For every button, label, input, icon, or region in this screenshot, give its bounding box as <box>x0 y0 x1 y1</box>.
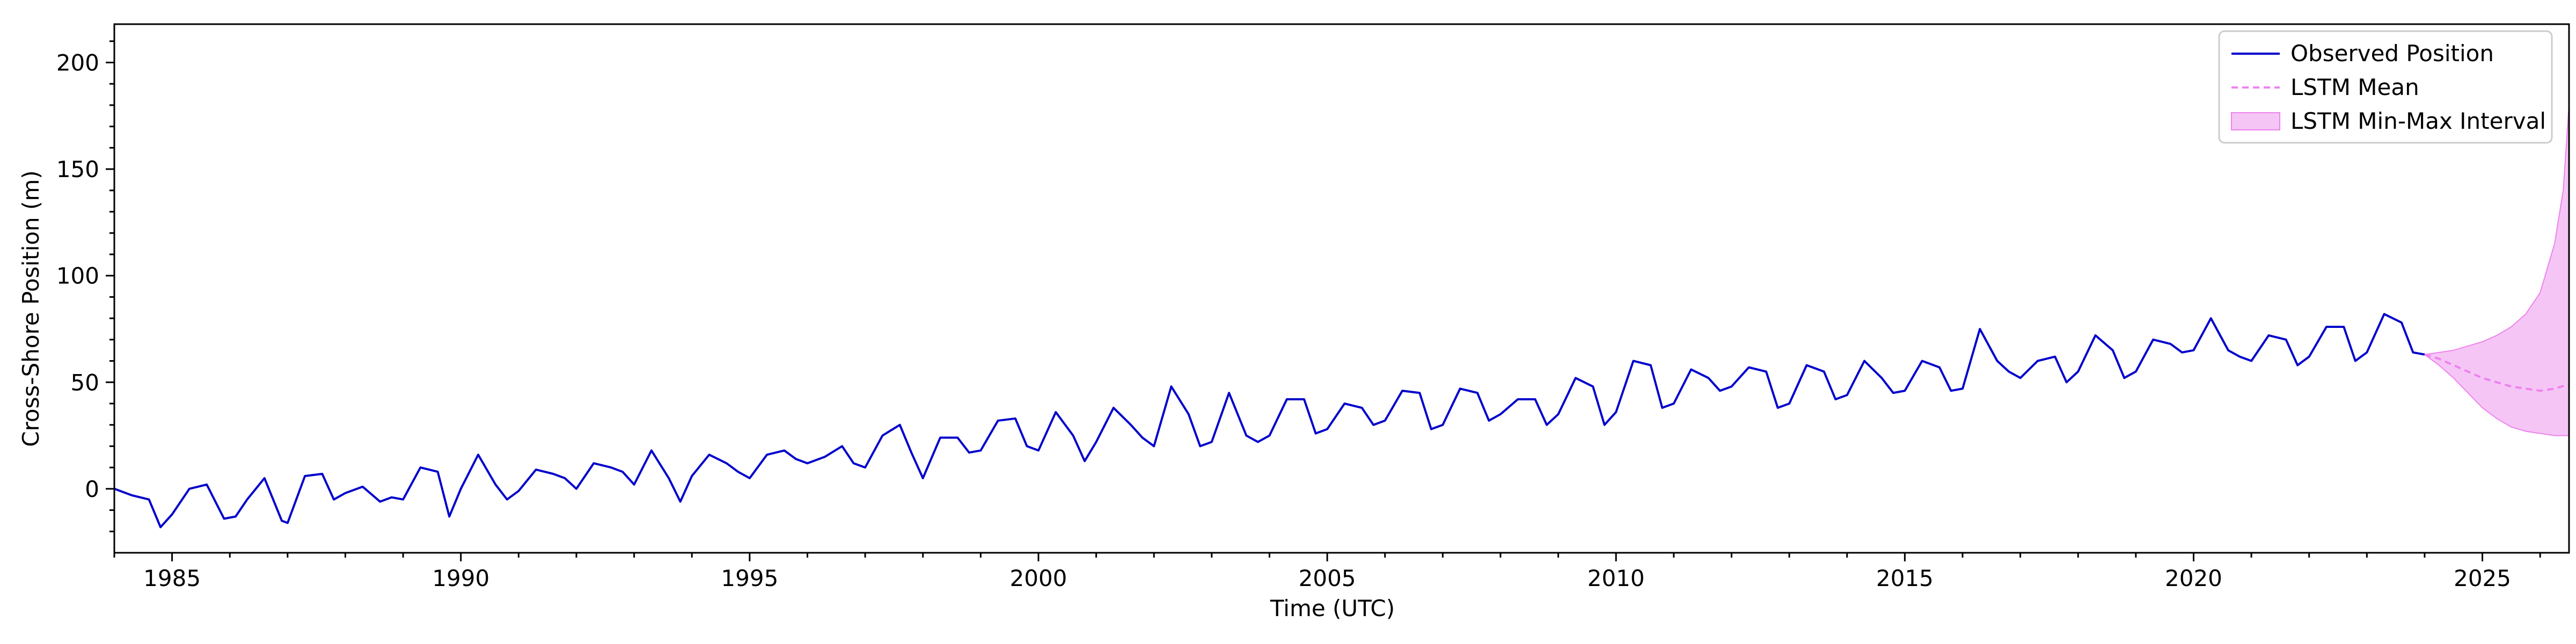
x-tick-label: 1990 <box>432 565 489 591</box>
x-tick-label: 2005 <box>1299 565 1356 591</box>
legend-interval-swatch <box>2231 112 2280 130</box>
y-tick-label: 150 <box>56 156 99 182</box>
legend: Observed Position LSTM Mean LSTM Min-Max… <box>2218 30 2553 144</box>
legend-interval-label: LSTM Min-Max Interval <box>2290 108 2546 134</box>
x-tick-label: 1995 <box>721 565 778 591</box>
lstm-mean-line <box>2424 353 2569 392</box>
y-axis-label: Cross-Shore Position (m) <box>18 170 44 447</box>
x-tick-label: 2020 <box>2165 565 2222 591</box>
legend-box <box>2218 30 2553 144</box>
x-tick-label: 2015 <box>1876 565 1934 591</box>
lstm-interval-band <box>2423 105 2569 436</box>
observed-position-line <box>114 313 2425 529</box>
x-tick-label: 1985 <box>143 565 201 591</box>
x-axis-label: Time (UTC) <box>1270 595 1395 621</box>
x-tick-label: 2000 <box>1010 565 1067 591</box>
plot-frame <box>113 23 2570 554</box>
x-tick-label: 2025 <box>2454 565 2511 591</box>
x-tick-label: 2010 <box>1587 565 1645 591</box>
y-tick-label: 200 <box>56 49 99 76</box>
legend-observed-label: Observed Position <box>2290 40 2494 67</box>
y-tick-label: 50 <box>71 369 99 396</box>
y-tick-label: 100 <box>56 263 99 289</box>
legend-lstm-mean-label: LSTM Mean <box>2290 74 2419 100</box>
y-tick-label: 0 <box>85 476 99 502</box>
